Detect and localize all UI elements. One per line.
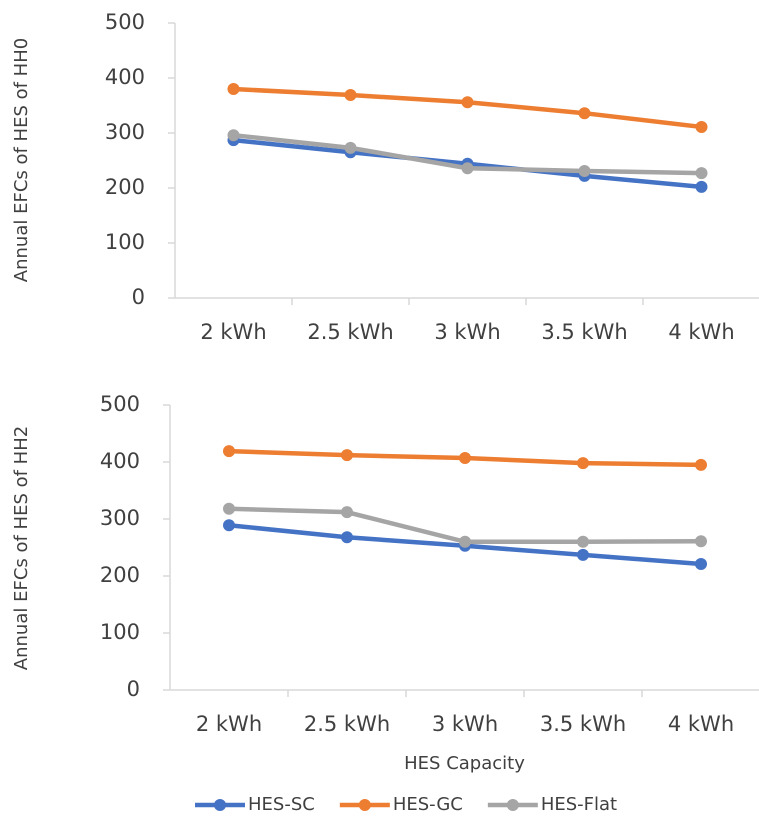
y-axis-label: Annual EFCs of HES of HH0 (11, 38, 32, 282)
point (577, 535, 589, 548)
point (344, 89, 357, 102)
point (577, 548, 589, 561)
point (578, 107, 591, 120)
x-tick-label: 2.5 kWh (307, 320, 393, 344)
y-tick-label: 100 (105, 230, 145, 254)
x-tick-label: 2 kWh (200, 320, 266, 344)
legend-label: HES-SC (248, 794, 315, 815)
y-tick-label: 200 (100, 563, 140, 587)
y-axis-label: Annual EFCs of HES of HH2 (11, 426, 32, 670)
y-tick-label: 400 (100, 449, 140, 473)
point (695, 458, 707, 471)
point (695, 180, 708, 193)
y-tick-label: 200 (105, 175, 145, 199)
point (227, 83, 240, 95)
legend-marker (506, 799, 519, 811)
y-tick-label: 100 (100, 620, 140, 644)
point (695, 120, 708, 133)
point (341, 449, 353, 462)
x-tick-label: 3 kWh (432, 712, 498, 736)
point (227, 129, 240, 142)
point (461, 96, 474, 109)
point (223, 445, 235, 458)
point (459, 535, 471, 548)
y-tick-label: 0 (132, 285, 145, 309)
x-tick-label: 3 kWh (434, 320, 500, 344)
x-tick-label: 2.5 kWh (304, 712, 390, 736)
x-tick-label: 3.5 kWh (541, 320, 627, 344)
point (695, 558, 707, 571)
point (223, 502, 235, 515)
legend-marker (214, 799, 226, 811)
legend-label: HES-GC (393, 794, 463, 815)
x-tick-label: 3.5 kWh (540, 712, 626, 736)
x-tick-label: 2 kWh (196, 712, 262, 736)
point (578, 164, 591, 177)
y-tick-label: 300 (100, 506, 140, 530)
point (695, 535, 707, 548)
point (344, 141, 357, 154)
x-tick-label: 4 kWh (668, 712, 734, 736)
point (695, 167, 708, 180)
point (577, 457, 589, 470)
x-axis-label: HES Capacity (404, 753, 525, 774)
y-tick-label: 500 (100, 392, 140, 416)
legend-marker (358, 799, 371, 811)
x-tick-label: 4 kWh (668, 320, 734, 344)
point (459, 452, 471, 465)
y-tick-label: 400 (105, 65, 145, 89)
point (223, 519, 235, 532)
point (341, 506, 353, 519)
legend-label: HES-Flat (541, 794, 617, 815)
point (341, 531, 353, 544)
y-tick-label: 0 (127, 677, 140, 701)
y-tick-label: 500 (105, 10, 145, 34)
point (461, 162, 474, 175)
y-tick-label: 300 (105, 120, 145, 144)
